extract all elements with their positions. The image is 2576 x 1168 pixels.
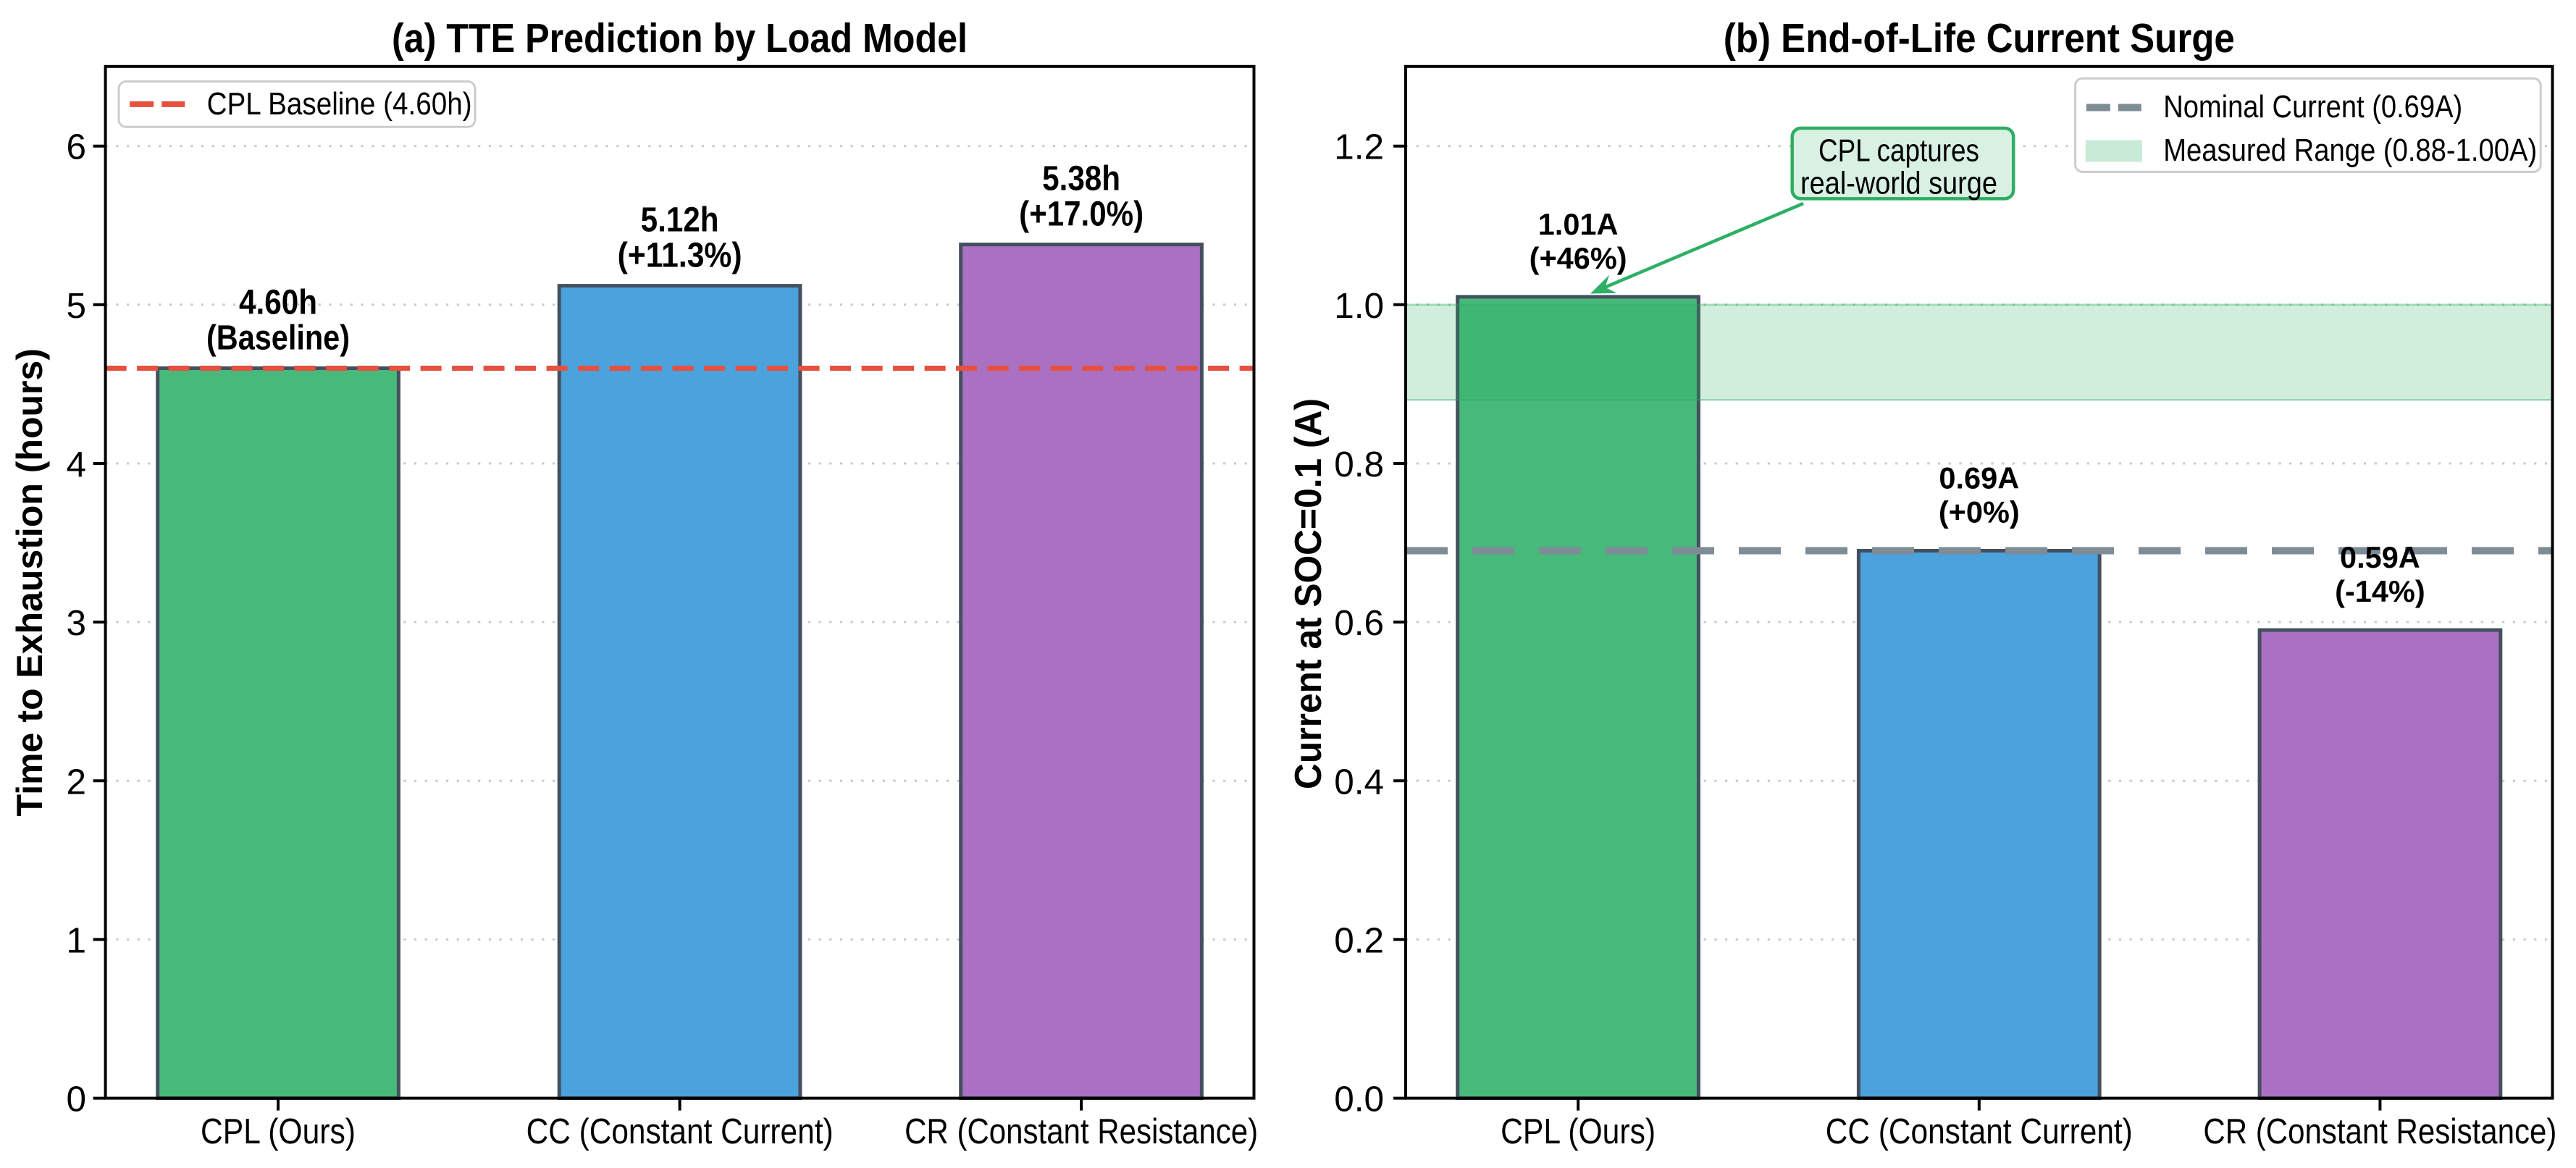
- svg-text:0.0: 0.0: [1334, 1080, 1384, 1119]
- svg-text:Measured Range (0.88-1.00A): Measured Range (0.88-1.00A): [2163, 133, 2537, 168]
- svg-text:0.4: 0.4: [1334, 762, 1384, 802]
- svg-text:Time to Exhaustion (hours): Time to Exhaustion (hours): [9, 348, 50, 816]
- svg-text:(+17.0%): (+17.0%): [1019, 196, 1144, 234]
- svg-text:0.8: 0.8: [1334, 445, 1384, 484]
- svg-text:CC (Constant Current): CC (Constant Current): [526, 1112, 834, 1151]
- svg-text:Current at SOC=0.1 (A): Current at SOC=0.1 (A): [1288, 398, 1330, 789]
- svg-text:real-world surge: real-world surge: [1800, 166, 1997, 201]
- svg-text:1.2: 1.2: [1334, 127, 1384, 167]
- svg-text:CPL (Ours): CPL (Ours): [1501, 1112, 1656, 1151]
- svg-text:CPL captures: CPL captures: [1818, 133, 1979, 169]
- svg-text:4.60h: 4.60h: [239, 284, 317, 322]
- svg-text:(+0%): (+0%): [1939, 495, 2020, 529]
- svg-text:(a) TTE Prediction by Load Mod: (a) TTE Prediction by Load Model: [392, 15, 968, 61]
- svg-text:0.6: 0.6: [1334, 603, 1384, 643]
- svg-text:5.38h: 5.38h: [1042, 160, 1120, 198]
- svg-text:CR (Constant Resistance): CR (Constant Resistance): [2203, 1112, 2556, 1151]
- svg-text:CC (Constant Current): CC (Constant Current): [1826, 1112, 2133, 1151]
- svg-text:1: 1: [66, 920, 86, 960]
- svg-text:5: 5: [66, 286, 86, 326]
- svg-text:1.01A: 1.01A: [1538, 207, 1619, 241]
- svg-text:(+46%): (+46%): [1530, 241, 1627, 275]
- svg-text:3: 3: [66, 603, 86, 643]
- svg-text:5.12h: 5.12h: [641, 201, 719, 240]
- svg-text:1.0: 1.0: [1334, 286, 1384, 326]
- svg-text:0.59A: 0.59A: [2340, 540, 2420, 574]
- svg-text:6: 6: [66, 127, 86, 167]
- svg-text:0: 0: [66, 1080, 86, 1119]
- svg-text:4: 4: [66, 445, 86, 484]
- svg-text:(-14%): (-14%): [2335, 574, 2425, 608]
- svg-text:(Baseline): (Baseline): [206, 319, 350, 358]
- svg-text:(b) End-of-Life Current Surge: (b) End-of-Life Current Surge: [1724, 15, 2235, 61]
- svg-text:0.2: 0.2: [1334, 920, 1384, 960]
- svg-text:CR (Constant Resistance): CR (Constant Resistance): [905, 1112, 1258, 1151]
- svg-text:2: 2: [66, 762, 86, 802]
- svg-text:Nominal Current (0.69A): Nominal Current (0.69A): [2163, 89, 2462, 125]
- svg-text:CPL (Ours): CPL (Ours): [201, 1112, 356, 1151]
- svg-text:0.69A: 0.69A: [1939, 461, 2019, 495]
- svg-text:(+11.3%): (+11.3%): [618, 237, 742, 275]
- svg-text:CPL Baseline (4.60h): CPL Baseline (4.60h): [207, 86, 472, 122]
